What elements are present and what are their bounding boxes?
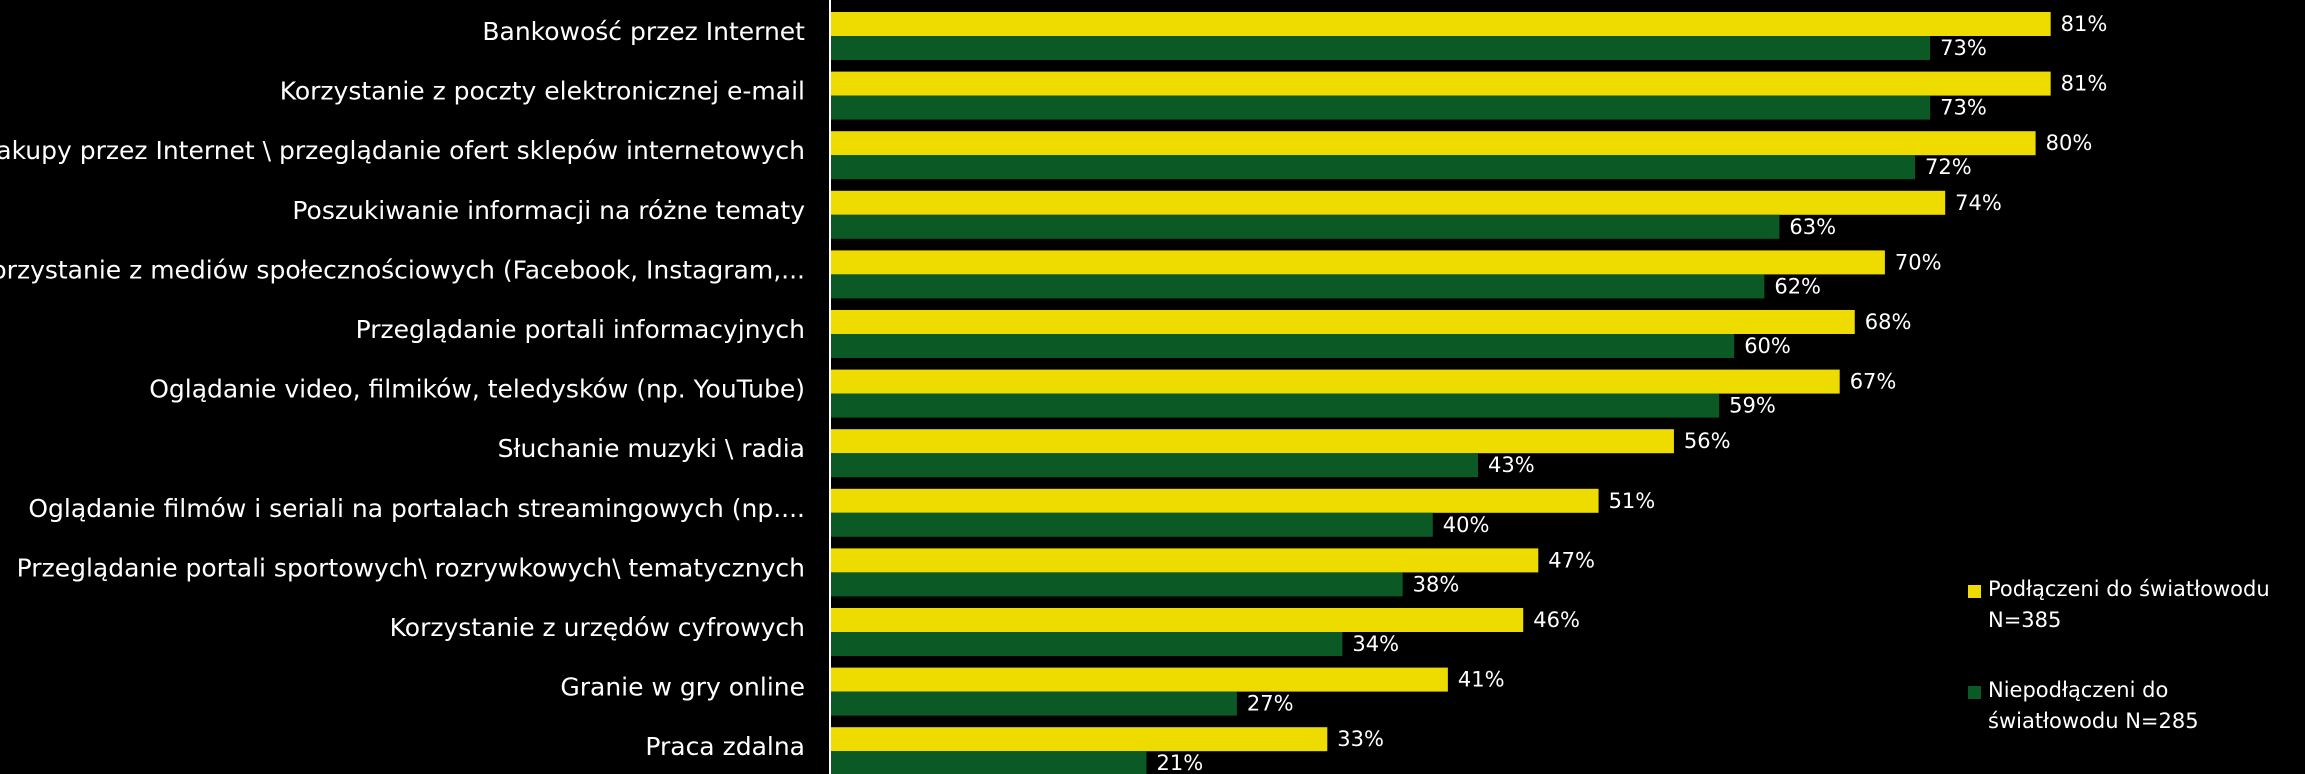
bar-connected xyxy=(830,548,1539,573)
bar-not-connected xyxy=(830,512,1433,537)
bar-not-connected xyxy=(830,632,1343,656)
bar-connected xyxy=(830,310,1855,334)
data-label: 27% xyxy=(1247,692,1294,716)
legend-swatch-not-connected xyxy=(1968,686,1981,699)
data-label: 38% xyxy=(1413,572,1460,596)
bar-connected xyxy=(830,488,1599,513)
bar-connected xyxy=(830,131,2036,156)
bar-connected xyxy=(830,190,1946,215)
category-label: Oglądanie video, filmików, teledysków (n… xyxy=(149,375,805,404)
bar-not-connected xyxy=(830,572,1403,597)
data-label: 81% xyxy=(2061,72,2108,96)
legend-item-connected: Podłączeni do światłowodu N=385 xyxy=(1968,574,2298,636)
bar-connected xyxy=(830,250,1885,275)
legend-item-not-connected: Niepodłączeni do światłowodu N=285 xyxy=(1968,675,2298,737)
bar-not-connected xyxy=(830,453,1479,478)
bar-connected xyxy=(830,608,1524,632)
bar-not-connected xyxy=(830,95,1931,120)
data-label: 80% xyxy=(2046,131,2093,155)
data-label: 81% xyxy=(2061,12,2108,36)
data-label: 59% xyxy=(1729,394,1776,418)
bar-not-connected xyxy=(830,214,1780,239)
category-label: Przeglądanie portali sportowych\ rozrywk… xyxy=(17,553,805,582)
data-label: 70% xyxy=(1895,250,1942,274)
category-label: Przeglądanie portali informacyjnych xyxy=(356,315,805,344)
data-label: 41% xyxy=(1458,668,1505,692)
bar-connected xyxy=(830,429,1674,454)
data-label: 56% xyxy=(1684,429,1731,453)
bar-not-connected xyxy=(830,274,1765,299)
category-label: Słuchanie muzyki \ radia xyxy=(498,434,805,463)
bar-not-connected xyxy=(830,691,1237,716)
data-label: 46% xyxy=(1533,608,1580,632)
data-label: 63% xyxy=(1789,215,1836,239)
bar-connected xyxy=(830,71,2051,96)
legend-label-not-connected: Niepodłączeni do światłowodu N=285 xyxy=(1988,678,2199,733)
bar-not-connected xyxy=(830,751,1147,774)
data-label: 62% xyxy=(1774,274,1821,298)
category-label: Korzystanie z urzędów cyfrowych xyxy=(390,613,805,642)
data-label: 68% xyxy=(1865,310,1912,334)
legend-swatch-connected xyxy=(1968,585,1981,598)
data-label: 72% xyxy=(1925,155,1972,179)
data-label: 51% xyxy=(1609,489,1656,513)
category-label: Zakupy przez Internet \ przeglądanie ofe… xyxy=(0,136,805,165)
data-label: 34% xyxy=(1352,632,1399,656)
bar-connected xyxy=(830,727,1328,752)
data-label: 60% xyxy=(1744,334,1791,358)
data-label: 74% xyxy=(1955,191,2002,215)
data-label: 33% xyxy=(1337,727,1384,751)
bar-not-connected xyxy=(830,334,1735,358)
category-label: Granie w gry online xyxy=(560,673,805,702)
category-label: Korzystanie z mediów społecznościowych (… xyxy=(0,255,805,284)
bar-not-connected xyxy=(830,155,1916,180)
bar-connected xyxy=(830,12,2051,36)
legend-label-connected: Podłączeni do światłowodu N=385 xyxy=(1988,577,2270,632)
category-label: Bankowość przez Internet xyxy=(482,17,805,46)
data-label: 43% xyxy=(1488,453,1535,477)
legend: Podłączeni do światłowodu N=385 Niepodłą… xyxy=(1968,574,2298,737)
category-label: Poszukiwanie informacji na różne tematy xyxy=(292,196,805,225)
bar-connected xyxy=(830,667,1448,692)
bars-layer xyxy=(830,12,2051,774)
data-label: 73% xyxy=(1940,36,1987,60)
bar-not-connected xyxy=(830,393,1720,418)
data-label: 40% xyxy=(1443,513,1490,537)
data-label: 47% xyxy=(1548,548,1595,572)
data-label: 67% xyxy=(1850,370,1897,394)
labels-layer: Bankowość przez Internet 81% 73% Korzystani… xyxy=(0,12,2107,774)
data-label: 73% xyxy=(1940,96,1987,120)
category-label: Oglądanie filmów i seriali na portalach … xyxy=(28,494,805,523)
category-label: Praca zdalna xyxy=(645,732,805,761)
bar-not-connected xyxy=(830,36,1931,60)
bar-connected xyxy=(830,369,1840,394)
data-label: 21% xyxy=(1156,751,1203,774)
category-label: Korzystanie z poczty elektronicznej e-ma… xyxy=(280,77,805,106)
